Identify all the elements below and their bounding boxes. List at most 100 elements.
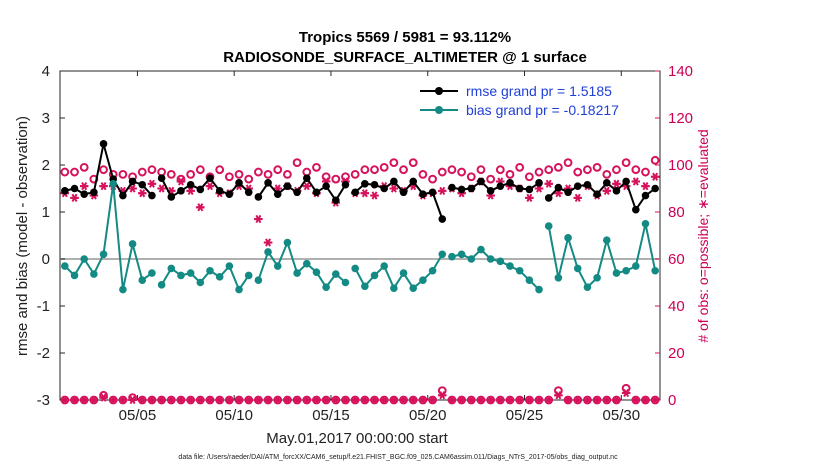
rmse-point <box>544 194 553 202</box>
rmse-point <box>399 188 408 197</box>
rmse-point <box>486 187 495 195</box>
obs-possible-marker <box>99 165 108 175</box>
rmse-point <box>119 191 127 200</box>
obs-evaluated-marker <box>186 186 195 195</box>
y2-axis-ticks: 0 20 40 60 80 100 120 140 <box>655 63 693 409</box>
obs-evaluated-marker <box>554 391 563 400</box>
bias-point <box>641 219 650 228</box>
bias-point <box>622 266 630 275</box>
rmse-point <box>332 196 340 205</box>
rmse-point <box>632 205 640 214</box>
obs-possible-marker <box>641 167 650 177</box>
obs-evaluated-marker <box>641 395 650 405</box>
rmse-point <box>312 188 321 197</box>
obs-evaluated-marker <box>409 395 418 405</box>
obs-possible-marker <box>244 174 254 184</box>
rmse-point <box>341 180 350 189</box>
rmse-point <box>448 183 456 192</box>
bias-point <box>177 271 185 280</box>
bias-line <box>451 248 540 291</box>
obs-possible-marker <box>263 170 273 179</box>
chart-title: Tropics 5569 / 5981 = 93.112% <box>299 29 511 46</box>
obs-possible-marker <box>137 167 147 177</box>
rmse-point <box>167 193 176 201</box>
obs-evaluated-marker <box>573 395 582 405</box>
obs-evaluated-marker <box>438 186 447 195</box>
obs-evaluated-marker <box>563 395 573 405</box>
obs-evaluated-marker <box>525 193 534 203</box>
rmse-point <box>583 180 592 189</box>
x-tick-label: 05/25 <box>506 407 544 424</box>
obs-evaluated-marker <box>399 395 408 405</box>
obs-possible-marker <box>195 165 205 175</box>
bias-point <box>273 262 282 270</box>
rmse-line <box>257 176 347 203</box>
plot-frame <box>59 70 661 401</box>
bias-point <box>496 257 505 266</box>
bias-point <box>554 274 563 282</box>
bias-point <box>438 250 447 259</box>
obs-possible-marker <box>573 167 583 177</box>
rmse-point <box>564 188 572 197</box>
rmse-point <box>361 180 369 188</box>
x-axis-label: May.01,2017 00:00:00 start <box>266 430 448 447</box>
rmse-point <box>535 179 543 187</box>
obs-evaluated-marker <box>244 395 253 405</box>
obs-possible-marker <box>312 162 321 172</box>
rmse-point <box>506 179 514 187</box>
bias-point <box>477 245 485 254</box>
obs-possible-marker <box>253 167 263 177</box>
rmse-point <box>70 184 79 193</box>
rmse-point <box>148 191 156 200</box>
obs-evaluated-marker <box>428 395 437 405</box>
obs-evaluated-marker <box>215 395 224 405</box>
legend-marker-bias <box>435 106 443 114</box>
obs-evaluated-marker <box>70 193 79 203</box>
obs-possible-marker <box>60 167 70 177</box>
bias-point <box>206 266 214 275</box>
obs-evaluated-marker <box>534 395 544 405</box>
obs-evaluated-marker <box>99 393 108 402</box>
bias-line <box>547 223 657 289</box>
obs-possible-marker <box>466 172 476 182</box>
bias-point <box>361 282 369 291</box>
obs-possible-marker <box>602 170 612 179</box>
x-tick-label: 05/30 <box>603 407 641 424</box>
bias-point <box>535 285 543 294</box>
bias-point <box>506 262 514 270</box>
obs-evaluated-marker <box>592 395 602 405</box>
obs-evaluated-marker <box>157 395 166 405</box>
obs-evaluated-marker <box>138 189 147 198</box>
y-tick-label: 0 <box>42 251 50 268</box>
bias-point <box>157 281 166 289</box>
obs-evaluated-marker <box>467 395 476 405</box>
obs-possible-marker <box>457 167 467 177</box>
bias-point <box>457 250 466 259</box>
obs-evaluated-marker <box>631 177 641 186</box>
rmse-point <box>651 184 659 193</box>
obs-possible-marker <box>350 170 360 179</box>
rmse-point <box>206 174 214 182</box>
obs-evaluated-marker <box>360 395 370 405</box>
legend-bias: bias grand pr = -0.18217 <box>466 102 619 118</box>
obs-possible-marker <box>118 170 128 179</box>
obs-evaluated-marker <box>254 214 263 224</box>
rmse-point <box>128 177 137 186</box>
obs-evaluated-marker <box>60 395 70 405</box>
obs-possible-marker <box>360 165 370 175</box>
obs-possible-marker <box>544 165 554 175</box>
y2-tick-label: 100 <box>668 157 693 174</box>
bias-point <box>370 271 379 280</box>
obs-possible-marker <box>650 155 660 165</box>
bias-point <box>428 266 437 275</box>
obs-evaluated-marker <box>99 182 108 191</box>
obs-evaluated-marker <box>176 395 186 405</box>
obs-evaluated-marker <box>138 395 147 405</box>
rmse-point <box>196 185 205 194</box>
bias-point <box>264 248 272 256</box>
obs-evaluated-marker <box>650 172 660 181</box>
bias-point <box>186 269 195 277</box>
obs-possible-marker <box>331 174 341 184</box>
obs-evaluated-marker <box>79 182 89 191</box>
rmse-point <box>641 191 650 200</box>
